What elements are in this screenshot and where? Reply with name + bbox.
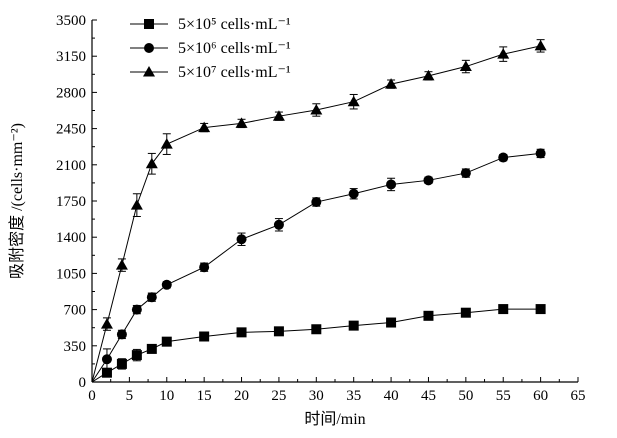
- y-tick-label: 3500: [56, 13, 86, 29]
- data-point: [160, 138, 173, 149]
- data-point: [101, 354, 112, 365]
- data-point: [145, 157, 158, 169]
- legend-marker: [144, 19, 154, 29]
- legend-entry-3: 5×10⁷ cells·mL⁻¹: [130, 64, 291, 81]
- data-point: [273, 219, 284, 230]
- data-point: [460, 307, 471, 318]
- data-point: [460, 168, 471, 179]
- data-point: [272, 110, 285, 121]
- data-point: [310, 103, 323, 115]
- y-tick-label: 1400: [56, 230, 86, 246]
- series-line: [91, 152, 541, 383]
- series-line: [91, 308, 541, 383]
- x-tick-label: 65: [571, 388, 586, 404]
- legend-marker: [144, 43, 154, 53]
- y-tick-label: 2800: [56, 85, 86, 101]
- y-tick-label: 1050: [56, 266, 86, 282]
- data-point: [422, 69, 435, 81]
- x-tick-label: 35: [346, 388, 361, 404]
- x-tick-label: 20: [234, 388, 249, 404]
- legend-label: 5×10⁵ cells·mL⁻¹: [178, 16, 291, 33]
- data-point: [236, 234, 247, 245]
- data-point: [101, 367, 112, 378]
- x-tick-label: 60: [533, 388, 548, 404]
- y-tick-label: 700: [64, 303, 87, 319]
- data-point: [348, 188, 359, 199]
- data-point: [131, 304, 142, 315]
- plot-area: [91, 39, 547, 383]
- y-tick-label: 350: [64, 339, 87, 355]
- x-tick-label: 10: [159, 388, 174, 404]
- data-point: [347, 95, 360, 107]
- legend-marker: [143, 66, 155, 77]
- data-point: [146, 343, 157, 354]
- data-point: [386, 179, 397, 190]
- data-point: [100, 318, 113, 329]
- y-axis-label: 吸附密度 /(cells·mm⁻²): [8, 123, 26, 279]
- data-point: [161, 336, 172, 347]
- data-point: [116, 358, 127, 369]
- data-point: [199, 331, 210, 342]
- y-tick-label: 3150: [56, 49, 86, 65]
- y-tick-label: 0: [79, 375, 87, 391]
- x-tick-label: 55: [496, 388, 511, 404]
- data-point: [131, 350, 142, 361]
- x-tick-label: 40: [384, 388, 399, 404]
- legend: 5×10⁵ cells·mL⁻¹ 5×10⁶ cells·mL⁻¹ 5×10⁷ ce…: [130, 16, 291, 81]
- data-point: [423, 310, 434, 321]
- data-point: [198, 121, 211, 133]
- data-point: [146, 292, 157, 303]
- data-point: [498, 152, 509, 163]
- data-point: [534, 39, 547, 51]
- x-axis-label: 时间/min: [304, 410, 365, 428]
- legend-label: 5×10⁷ cells·mL⁻¹: [178, 64, 291, 81]
- legend-entry-2: 5×10⁶ cells·mL⁻¹: [130, 40, 291, 57]
- y-tick-label: 2450: [56, 122, 86, 138]
- data-point: [386, 317, 397, 328]
- x-tick-label: 15: [197, 388, 212, 404]
- data-point: [115, 259, 128, 270]
- x-tick-label: 0: [88, 388, 96, 404]
- data-point: [235, 117, 248, 128]
- series-2: [91, 148, 546, 383]
- x-tick-label: 50: [458, 388, 473, 404]
- data-point: [311, 324, 322, 335]
- data-point: [236, 327, 247, 338]
- x-tick-label: 45: [421, 388, 436, 404]
- series-line: [91, 45, 541, 383]
- data-point: [161, 279, 172, 290]
- x-tick-label: 5: [126, 388, 134, 404]
- ticks: 0 5 10 15 20 25 30 35 40 45 50 55 60 65 0 350 700 1050 140…: [56, 13, 586, 404]
- data-point: [199, 262, 210, 273]
- data-point: [497, 48, 510, 59]
- data-point: [423, 175, 434, 186]
- data-point: [311, 197, 322, 208]
- x-tick-label: 25: [271, 388, 286, 404]
- data-point: [459, 60, 472, 72]
- y-tick-label: 1750: [56, 194, 86, 210]
- data-point: [273, 326, 284, 337]
- data-point: [535, 304, 546, 315]
- data-point: [535, 148, 546, 159]
- series-3: [91, 39, 547, 383]
- data-point: [385, 78, 398, 89]
- y-tick-label: 2100: [56, 158, 86, 174]
- series-1: [91, 304, 546, 383]
- data-point: [130, 199, 143, 210]
- data-point: [348, 320, 359, 331]
- data-point: [116, 329, 127, 340]
- x-tick-label: 30: [309, 388, 324, 404]
- legend-label: 5×10⁶ cells·mL⁻¹: [178, 40, 291, 57]
- data-point: [498, 304, 509, 315]
- legend-entry-1: 5×10⁵ cells·mL⁻¹: [130, 16, 291, 33]
